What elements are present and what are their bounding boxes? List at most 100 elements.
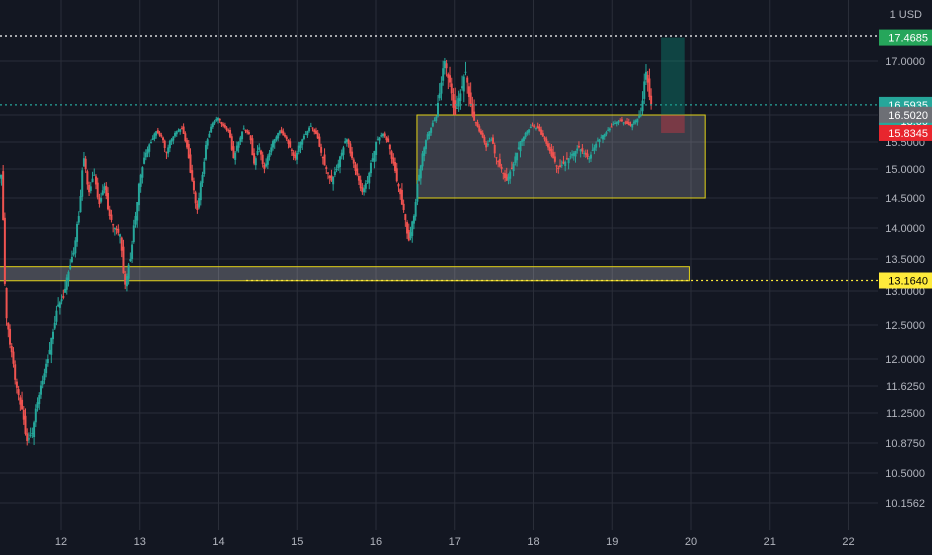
candle-body (206, 139, 209, 146)
candle-body (5, 287, 8, 319)
candle-body (82, 158, 85, 167)
candle-body (602, 135, 604, 140)
price-lines-layer[interactable] (0, 35, 878, 282)
candle-body (407, 229, 410, 241)
candle-body (15, 381, 18, 388)
candle-body (3, 217, 6, 284)
candle-body (168, 141, 171, 149)
candle-body (498, 159, 501, 167)
price-tick-label: 17.0000 (885, 56, 925, 68)
time-tick-label: 19 (606, 536, 618, 548)
candle-body (10, 346, 13, 353)
candle-body (89, 186, 92, 191)
candle-body (538, 126, 541, 132)
candle-body (146, 149, 149, 154)
candle-body (371, 158, 374, 161)
candle-body (545, 138, 548, 144)
candle-body (333, 171, 336, 175)
candle-body (69, 265, 72, 269)
candle-body (447, 74, 450, 78)
candle-body (225, 127, 228, 130)
candle-body (440, 82, 443, 94)
candle-body (462, 76, 465, 92)
price-tick-label: 15.0000 (885, 164, 925, 176)
time-axis[interactable]: 12 13 14 15 16 17 18 19 20 21 22 (55, 536, 855, 548)
candle-body (354, 164, 357, 171)
candle-body (22, 409, 25, 420)
candle-body (230, 136, 233, 150)
time-tick-label: 15 (291, 536, 303, 548)
candle-body (421, 153, 424, 167)
candle-body (423, 147, 426, 156)
rectangle-zone-1[interactable] (416, 114, 706, 199)
price-label-5[interactable]: 16.5020 (879, 106, 932, 123)
candle-body (27, 438, 30, 440)
candle-body (445, 63, 448, 69)
candle-body (481, 132, 484, 138)
candle-body (351, 151, 354, 159)
candle-body (241, 131, 244, 140)
candle-body (502, 172, 505, 174)
candle-body (603, 133, 606, 137)
candle-body (127, 264, 130, 279)
candle-body (213, 121, 216, 124)
currency-label[interactable]: 1 USD (890, 9, 922, 21)
candle-body (284, 134, 287, 137)
candle-body (232, 146, 235, 159)
rectangle-zone-2[interactable] (0, 266, 690, 282)
candle-body (383, 133, 386, 137)
price-tick-label: 10.5000 (885, 468, 925, 480)
candle-body (337, 163, 340, 169)
candle-body (254, 158, 257, 166)
candle-body (84, 158, 87, 169)
candle-body (297, 145, 300, 152)
candle-body (218, 118, 221, 121)
candle-body (115, 228, 118, 231)
candle-body (368, 172, 371, 184)
candle-body (644, 71, 647, 80)
candle-body (524, 133, 527, 138)
price-label-6[interactable]: 15.8345 (879, 124, 932, 141)
candle-body (476, 122, 479, 127)
price-axis[interactable]: 17.000016.500015.500015.000014.500014.00… (879, 28, 932, 510)
candle-body (208, 133, 211, 138)
price-tick-label: 11.2500 (886, 408, 925, 420)
candle-body (614, 123, 617, 125)
candle-body (620, 119, 623, 122)
target-zone[interactable] (661, 37, 685, 115)
candle-body (619, 120, 622, 122)
price-tick-label: 12.0000 (885, 354, 925, 366)
candle-body (596, 140, 599, 142)
candle-body (395, 168, 398, 182)
candle-body (234, 152, 237, 160)
long-position-tool[interactable] (661, 37, 685, 133)
candle-body (474, 122, 477, 124)
candle-body (275, 136, 278, 140)
stop-zone[interactable] (661, 114, 685, 133)
candle-body (610, 126, 613, 128)
candle-body (416, 183, 419, 202)
candle-body (521, 139, 524, 142)
candle-body (163, 140, 166, 148)
candle-body (131, 244, 134, 260)
candle-body (402, 203, 405, 210)
candle-body (414, 202, 417, 217)
candle-body (29, 434, 32, 436)
candle-body (210, 126, 213, 133)
candle-body (282, 131, 285, 136)
candle-body (204, 145, 207, 160)
time-tick-label: 14 (212, 536, 224, 548)
candle-body (261, 154, 264, 165)
drawings-layer[interactable] (0, 114, 706, 282)
price-label-7[interactable]: 13.1640 (879, 272, 932, 289)
candle-body (419, 165, 422, 179)
candle-body (308, 127, 311, 132)
price-label-2[interactable]: 17.4685 (879, 29, 932, 46)
candle-body (285, 136, 288, 140)
candle-body (60, 299, 63, 302)
candle-body (443, 61, 446, 69)
candle-body (512, 163, 515, 172)
candle-body (266, 156, 269, 165)
